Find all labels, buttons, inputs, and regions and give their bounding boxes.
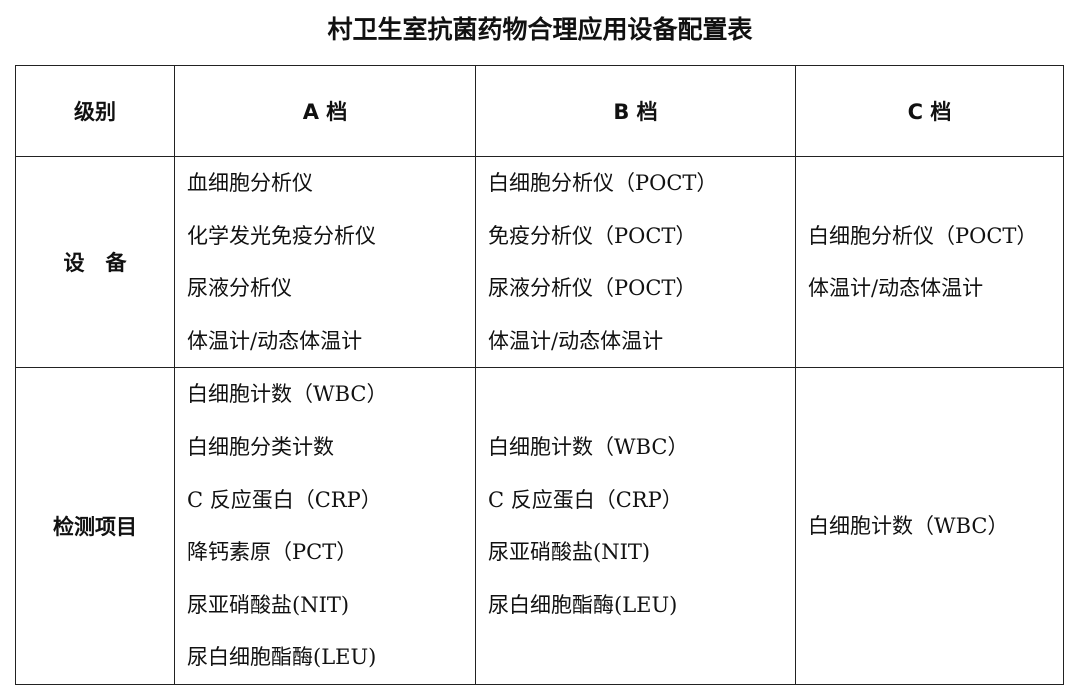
list-item: 体温计/动态体温计 [187, 328, 363, 353]
table-row-equipment: 设 备 血细胞分析仪 化学发光免疫分析仪 尿液分析仪 体温计/动态体温计 白细胞分析仪… [15, 155, 1064, 369]
header-tier-c: C 档 [795, 65, 1064, 157]
list-item: 血细胞分析仪 [187, 171, 313, 195]
equipment-config-table: 级别 A 档 B 档 C 档 设 备 血细胞分析仪 化学发光免疫分析仪 尿液分析仪体… [15, 65, 1064, 685]
cell-tests-a: 白细胞计数（WBC） 白细胞分类计数 C 反应蛋白（CRP） 降钙素原（PCT） 尿亚硝… [174, 367, 476, 685]
list-item: C 反应蛋白（CRP） [488, 487, 683, 512]
list-item: 化学发光免疫分析仪 [187, 223, 376, 248]
list-item: 尿液分析仪（POCT） [488, 276, 697, 301]
list-item: 尿白细胞酯酶(LEU) [488, 592, 678, 617]
table-header-row: 级别 A 档 B 档 C 档 [15, 65, 1064, 157]
list-item: 尿白细胞酯酶(LEU) [187, 645, 377, 670]
list-item: 尿液分析仪 [187, 276, 292, 301]
list-item: 白细胞计数（WBC） [187, 382, 388, 407]
cell-equipment-b: 白细胞分析仪（POCT） 免疫分析仪（POCT） 尿液分析仪（POCT） 体温计/动态… [475, 155, 796, 369]
list-item: 降钙素原（PCT） [187, 540, 358, 565]
list-item: 免疫分析仪（POCT） [488, 223, 697, 248]
list-item: 白细胞计数（WBC） [808, 513, 1009, 538]
cell-tests-b: 白细胞计数（WBC） C 反应蛋白（CRP） 尿亚硝酸盐(NIT) 尿白细胞酯酶(LE… [475, 367, 796, 685]
cell-equipment-c: 白细胞分析仪（POCT） 体温计/动态体温计 [795, 155, 1064, 369]
row-label-tests: 检测项目 [15, 367, 175, 685]
list-item: 白细胞分析仪（POCT） [808, 223, 1038, 248]
document-title: 村卫生室抗菌药物合理应用设备配置表 [327, 15, 753, 44]
table-row-tests: 检测项目 白细胞计数（WBC） 白细胞分类计数 C 反应蛋白（CRP） 降钙素原（PC… [15, 367, 1064, 685]
list-item: 白细胞分析仪（POCT） [488, 171, 718, 195]
row-label-equipment: 设 备 [15, 155, 175, 369]
list-item: 体温计/动态体温计 [488, 328, 664, 353]
cell-tests-c: 白细胞计数（WBC） [795, 367, 1064, 685]
header-tier-b: B 档 [475, 65, 796, 157]
list-item: 尿亚硝酸盐(NIT) [187, 592, 350, 617]
header-tier-a: A 档 [174, 65, 476, 157]
list-item: 白细胞分类计数 [187, 434, 334, 459]
list-item: 尿亚硝酸盐(NIT) [488, 540, 651, 565]
list-item: 白细胞计数（WBC） [488, 434, 689, 459]
list-item: 体温计/动态体温计 [808, 276, 984, 301]
list-item: C 反应蛋白（CRP） [187, 487, 382, 512]
cell-equipment-a: 血细胞分析仪化学发光免疫分析仪 尿液分析仪体温计/动态体温计 [174, 155, 476, 369]
header-level: 级别 [15, 65, 175, 157]
